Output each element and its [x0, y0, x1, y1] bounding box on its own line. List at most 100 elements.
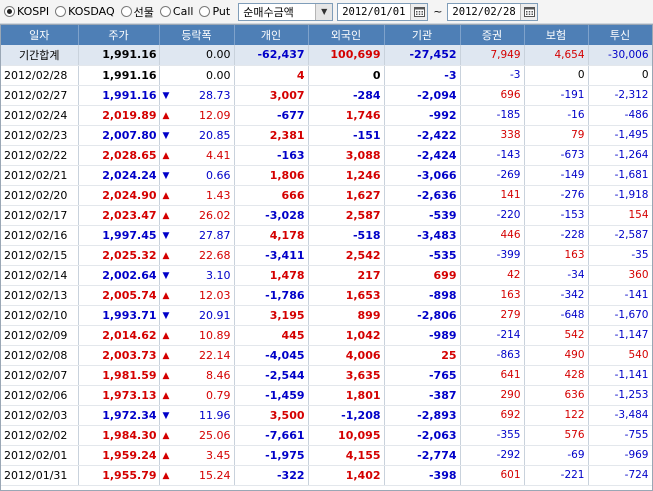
column-header[interactable]: 기관	[384, 25, 461, 45]
up-arrow-icon: ▲	[162, 290, 170, 301]
insurance-cell: -191	[524, 85, 589, 106]
foreign-cell: 2,587	[308, 205, 385, 226]
table-body: 기간합계 1,991.16 0.00 -62,437 100,699 -27,452 7,9…	[1, 45, 652, 486]
table-row[interactable]: 2012/02/13 2,005.74 ▲ 12.03 -1,786 1,653 -898 1…	[1, 285, 652, 306]
column-header[interactable]: 증권	[460, 25, 525, 45]
table-row[interactable]: 2012/02/27 1,991.16 ▼ 28.73 3,007 -284 -2,094 6…	[1, 85, 652, 106]
trust-cell: -1,264	[588, 145, 652, 166]
up-arrow-icon: ▲	[162, 390, 170, 401]
chevron-down-icon[interactable]: ▼	[315, 3, 333, 20]
institution-cell: -898	[384, 285, 461, 306]
date-cell: 2012/02/09	[1, 325, 79, 346]
column-header[interactable]: 일자	[1, 25, 79, 45]
radio-indicator[interactable]	[120, 6, 132, 17]
trust-cell: 0	[588, 65, 652, 86]
change-cell: 0.00	[159, 65, 235, 86]
column-header[interactable]: 주가	[78, 25, 160, 45]
market-radio-kospi[interactable]: KOSPI	[4, 5, 49, 18]
radio-indicator[interactable]	[159, 6, 171, 17]
insurance-cell: 428	[524, 365, 589, 386]
price-cell: 2,023.47	[78, 205, 160, 226]
calendar-icon[interactable]	[520, 3, 538, 20]
change-value: 20.85	[199, 128, 231, 142]
change-value: 3.10	[206, 268, 231, 282]
securities-cell: 692	[460, 405, 525, 426]
column-header[interactable]: 외국인	[308, 25, 385, 45]
foreign-cell: -1,208	[308, 405, 385, 426]
securities-cell: -269	[460, 165, 525, 186]
radio-label: Put	[212, 5, 231, 18]
table-row[interactable]: 2012/02/22 2,028.65 ▲ 4.41 -163 3,088 -2,424 -1…	[1, 145, 652, 166]
securities-cell: 141	[460, 185, 525, 206]
table-row[interactable]: 2012/02/24 2,019.89 ▲ 12.09 -677 1,746 -992 -18…	[1, 105, 652, 126]
table-row[interactable]: 2012/02/16 1,997.45 ▼ 27.87 4,178 -518 -3,483 4…	[1, 225, 652, 246]
institution-cell: -3,066	[384, 165, 461, 186]
table-row[interactable]: 기간합계 1,991.16 0.00 -62,437 100,699 -27,452 7,9…	[1, 45, 652, 66]
foreign-cell: 217	[308, 265, 385, 286]
trust-cell: -1,253	[588, 385, 652, 406]
trust-cell: -30,006	[588, 45, 652, 66]
radio-indicator[interactable]	[55, 6, 67, 17]
institution-cell: -3	[384, 65, 461, 86]
change-cell: ▼ 20.91	[159, 305, 235, 326]
table-row[interactable]: 2012/02/09 2,014.62 ▲ 10.89 445 1,042 -989 -214…	[1, 325, 652, 346]
radio-indicator[interactable]	[199, 6, 211, 17]
table-row[interactable]: 2012/02/28 1,991.16 0.00 4 0 -3 -3 0 0	[1, 65, 652, 86]
trust-cell: -755	[588, 425, 652, 446]
table-row[interactable]: 2012/02/14 2,002.64 ▼ 3.10 1,478 217 699 42 -34 3…	[1, 265, 652, 286]
change-cell: ▼ 27.87	[159, 225, 235, 246]
individual-cell: 445	[234, 325, 309, 346]
column-header[interactable]: 보험	[524, 25, 589, 45]
radio-indicator[interactable]	[4, 6, 15, 17]
table-row[interactable]: 2012/02/06 1,973.13 ▲ 0.79 -1,459 1,801 -387 29…	[1, 385, 652, 406]
institution-cell: -387	[384, 385, 461, 406]
end-date-field[interactable]: 2012/02/28	[447, 2, 539, 21]
market-radio-선물[interactable]: 선물	[120, 4, 154, 20]
table-row[interactable]: 2012/02/20 2,024.90 ▲ 1.43 666 1,627 -2,636 141…	[1, 185, 652, 206]
table-row[interactable]: 2012/02/21 2,024.24 ▼ 0.66 1,806 1,246 -3,066-…	[1, 165, 652, 186]
change-cell: ▲ 0.79	[159, 385, 235, 406]
date-cell: 2012/02/28	[1, 65, 79, 86]
institution-cell: -2,774	[384, 445, 461, 466]
change-cell: ▲ 25.06	[159, 425, 235, 446]
start-date-field[interactable]: 2012/01/01	[337, 2, 429, 21]
individual-cell: 666	[234, 185, 309, 206]
individual-cell: 3,195	[234, 305, 309, 326]
institution-cell: -539	[384, 205, 461, 226]
investor-trading-table[interactable]: 일자 주가 등락폭 개인 외국인 기관 증권 보험 투신 기간합계 1,991.16 0.00 -62…	[0, 24, 653, 491]
column-header[interactable]: 등락폭	[159, 25, 235, 45]
change-cell: ▲ 3.45	[159, 445, 235, 466]
market-radio-kosdaq[interactable]: KOSDAQ	[55, 5, 115, 18]
table-row[interactable]: 2012/02/10 1,993.71 ▼ 20.91 3,195 899 -2,806 27…	[1, 305, 652, 326]
insurance-cell: -149	[524, 165, 589, 186]
foreign-cell: 1,627	[308, 185, 385, 206]
date-cell: 2012/02/02	[1, 425, 79, 446]
metric-select[interactable]: 순매수금액 ▼	[238, 2, 334, 21]
table-row[interactable]: 2012/02/07 1,981.59 ▲ 8.46 -2,544 3,635 -765 64…	[1, 365, 652, 386]
calendar-icon[interactable]	[410, 3, 428, 20]
date-cell: 2012/02/03	[1, 405, 79, 426]
up-arrow-icon: ▲	[162, 190, 170, 201]
date-cell: 2012/02/14	[1, 265, 79, 286]
table-row[interactable]: 2012/02/15 2,025.32 ▲ 22.68 -3,411 2,542 -535-…	[1, 245, 652, 266]
table-row[interactable]: 2012/02/23 2,007.80 ▼ 20.85 2,381 -151 -2,422 3…	[1, 125, 652, 146]
market-radio-group: KOSPI KOSDAQ 선물 Call Put	[4, 4, 236, 20]
date-cell: 2012/02/06	[1, 385, 79, 406]
table-row[interactable]: 2012/02/01 1,959.24 ▲ 3.45 -1,975 4,155 -2,774…	[1, 445, 652, 466]
up-arrow-icon: ▲	[162, 430, 170, 441]
market-radio-put[interactable]: Put	[199, 5, 230, 18]
change-value: 22.14	[199, 348, 231, 362]
institution-cell: -398	[384, 465, 461, 486]
table-row[interactable]: 2012/01/31 1,955.79 ▲ 15.24 -322 1,402 -398 601…	[1, 465, 652, 486]
up-arrow-icon: ▲	[162, 370, 170, 381]
table-row[interactable]: 2012/02/03 1,972.34 ▼ 11.96 3,500 -1,208 -2,89…	[1, 405, 652, 426]
table-row[interactable]: 2012/02/17 2,023.47 ▲ 26.02 -3,028 2,587 -539-…	[1, 205, 652, 226]
market-radio-call[interactable]: Call	[159, 5, 193, 18]
table-row[interactable]: 2012/02/02 1,984.30 ▲ 25.06 -7,661 10,095 -2,0…	[1, 425, 652, 446]
table-row[interactable]: 2012/02/08 2,003.73 ▲ 22.14 -4,045 4,006 25 -86…	[1, 345, 652, 366]
trust-cell: -1,495	[588, 125, 652, 146]
column-header[interactable]: 개인	[234, 25, 309, 45]
securities-cell: -355	[460, 425, 525, 446]
radio-label: 선물	[133, 5, 154, 19]
column-header[interactable]: 투신	[588, 25, 652, 45]
